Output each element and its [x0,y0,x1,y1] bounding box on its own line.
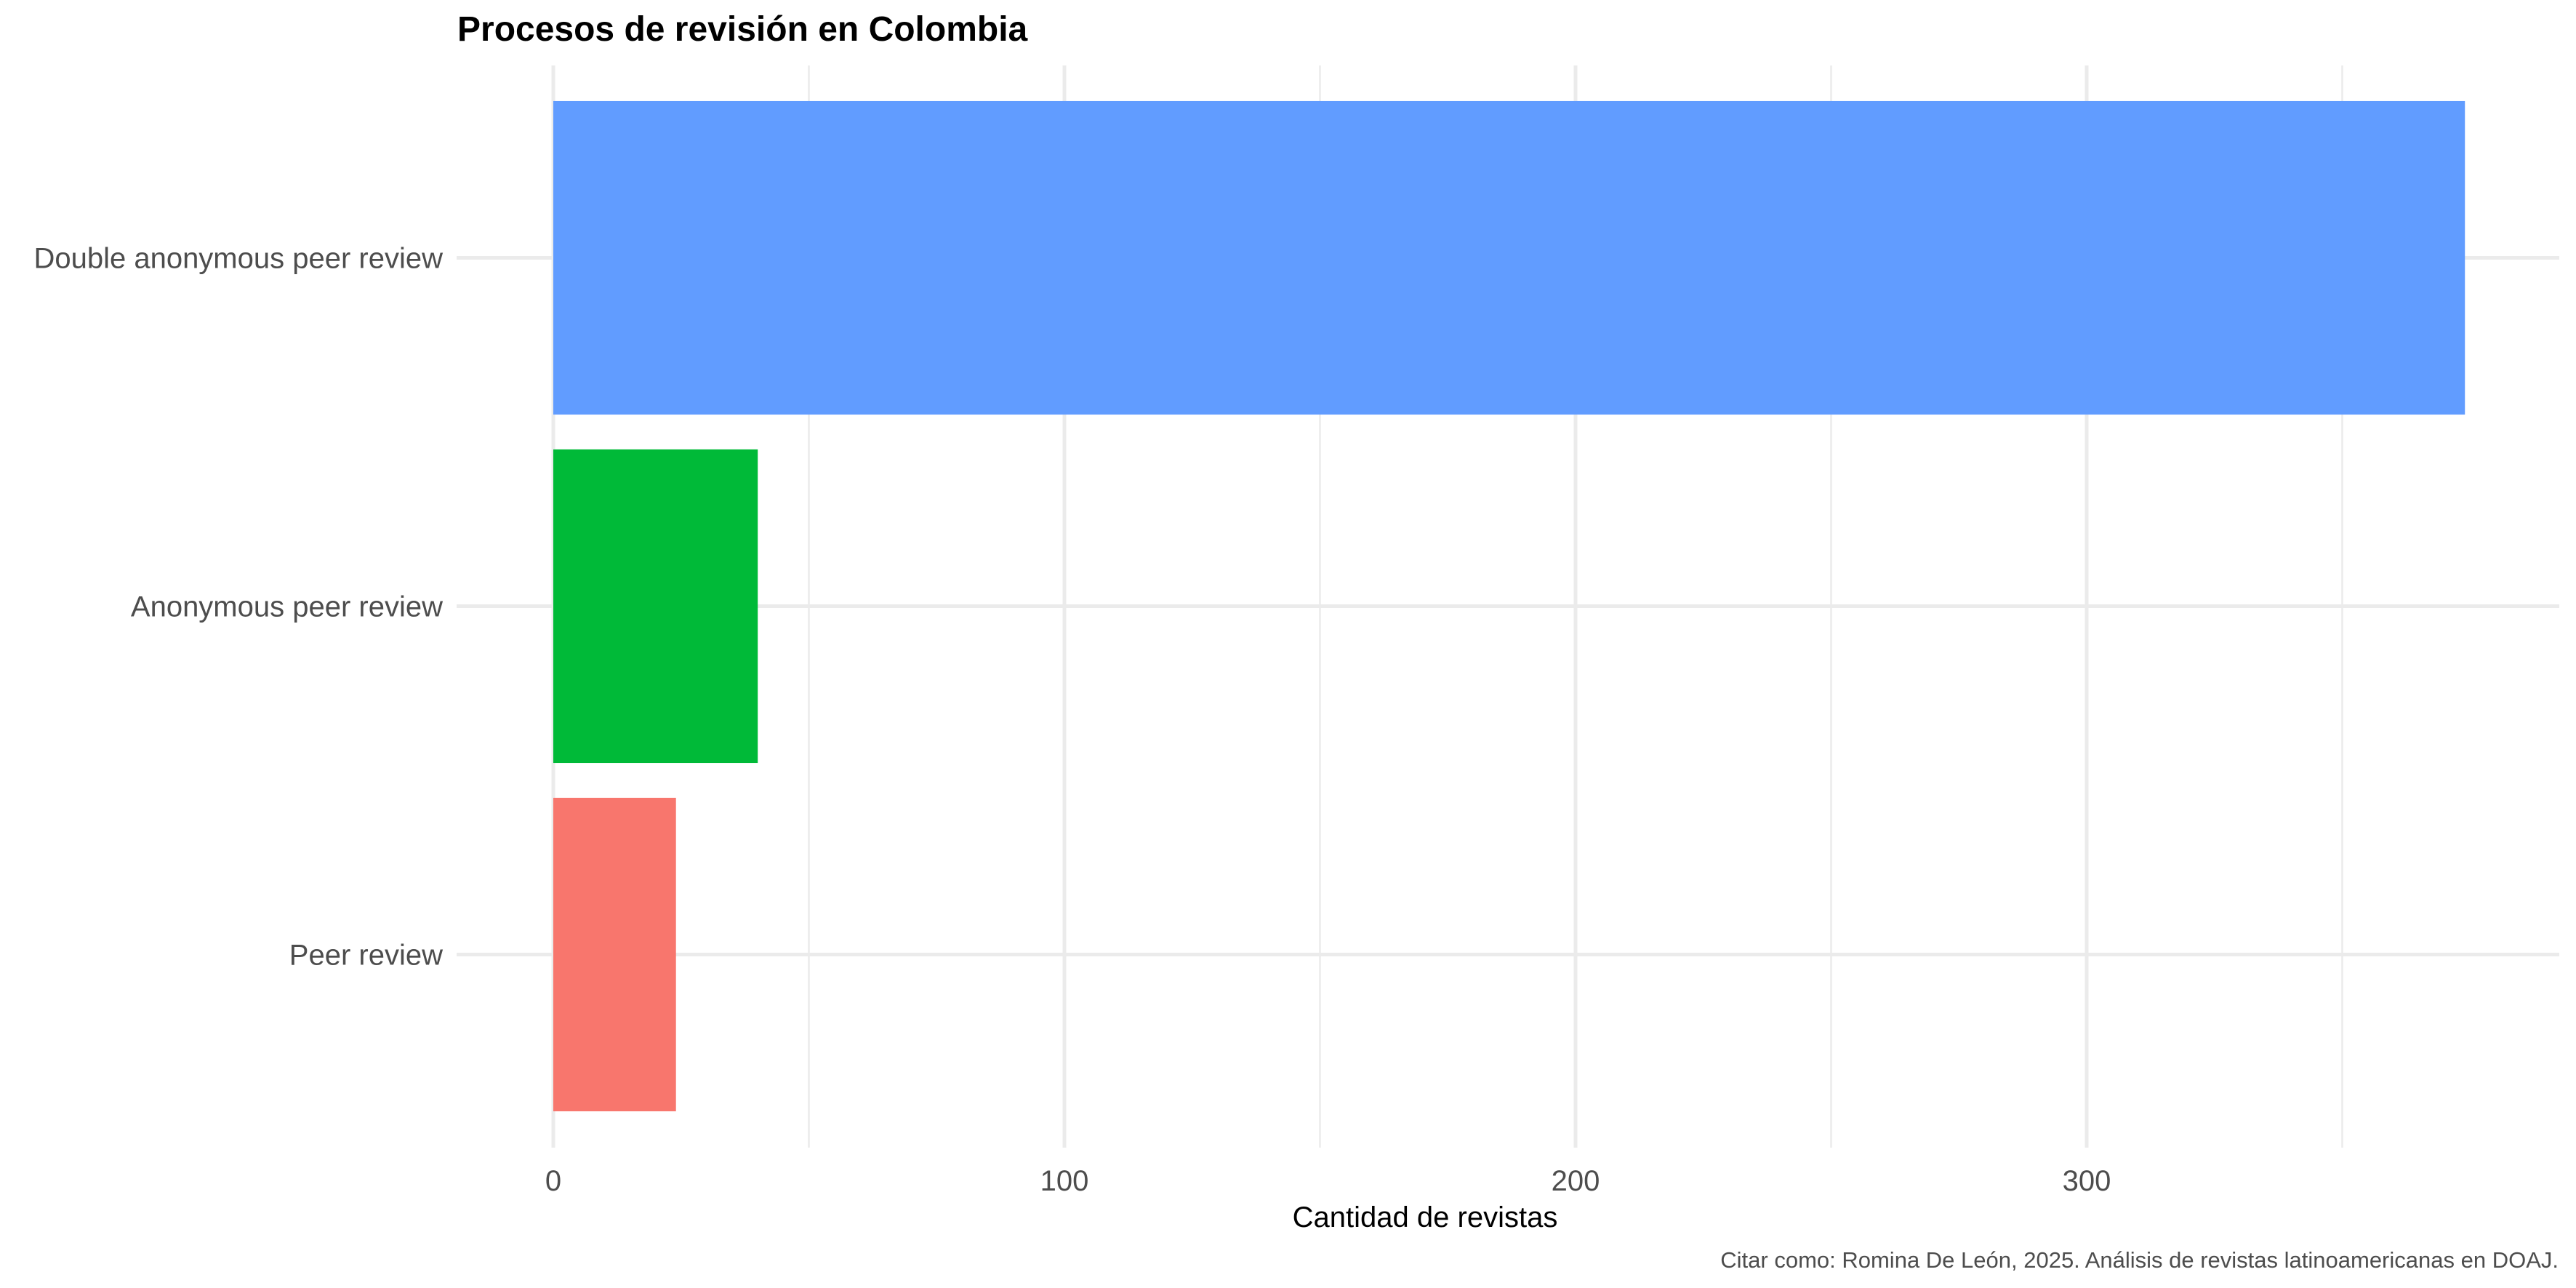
bar [553,797,676,1112]
y-tick-label: Double anonymous peer review [33,243,443,275]
x-tick-label: 200 [1552,1165,1600,1197]
bar [553,449,758,764]
y-tick-label: Peer review [289,940,443,972]
bars [553,100,2465,1112]
x-tick-label: 300 [2063,1165,2111,1197]
chart-title: Procesos de revisión en Colombia [457,10,1028,49]
x-tick-label: 100 [1040,1165,1089,1197]
chart-caption: Citar como: Romina De León, 2025. Anális… [1720,1247,2559,1273]
x-tick-label: 0 [545,1165,561,1197]
y-axis-tick-labels: Double anonymous peer review Anonymous pe… [33,243,443,972]
y-tick-label: Anonymous peer review [131,591,443,623]
bar [553,100,2465,415]
x-axis-tick-labels: 0 100 200 300 [545,1165,2111,1197]
x-axis-label: Cantidad de revistas [1293,1201,1558,1233]
